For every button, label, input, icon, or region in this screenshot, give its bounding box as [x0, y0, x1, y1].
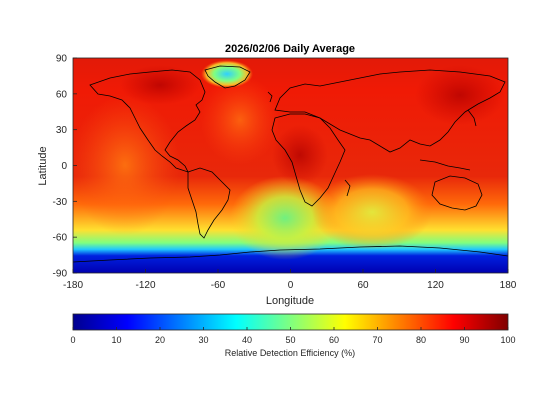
coast-indonesia — [419, 159, 471, 171]
colorbar-tick-label: 80 — [416, 335, 426, 345]
heatmap-field — [73, 58, 508, 273]
x-tick-label: 120 — [427, 280, 444, 291]
region-south-atlantic — [230, 176, 340, 260]
colorbar-label: Relative Detection Efficiency (%) — [225, 348, 355, 358]
coast-south-america — [187, 167, 231, 239]
coast-greenland — [204, 65, 251, 89]
y-tick-label: -90 — [53, 269, 68, 280]
coast-antarctica — [73, 245, 508, 263]
region-hotspot-africa — [272, 125, 328, 185]
x-axis-label: Longitude — [266, 295, 314, 307]
x-tick-label: 180 — [500, 280, 517, 291]
y-tick-label: -30 — [53, 197, 68, 208]
coast-japan — [467, 109, 477, 127]
region-hotspot-canada — [120, 65, 200, 105]
colorbar-tick-label: 70 — [372, 335, 382, 345]
colorbar-tick-label: 20 — [155, 335, 165, 345]
x-tick-label: -60 — [211, 280, 226, 291]
region-eastern-pacific — [73, 95, 180, 235]
coast-britain — [267, 91, 273, 103]
coast-europe-asia — [274, 69, 506, 153]
colorbar-tick-label: 40 — [242, 335, 252, 345]
x-tick-label: 0 — [288, 280, 294, 291]
x-axis: -180 -120 -60 0 60 120 180 — [63, 269, 517, 291]
region-north-atlantic — [200, 75, 280, 165]
coast-australia — [431, 175, 483, 211]
coast-africa — [271, 113, 346, 207]
y-tick-label: 60 — [56, 89, 68, 100]
y-axis: 90 60 30 0 -30 -60 -90 — [53, 54, 77, 280]
colorbar-tick-label: 0 — [70, 335, 75, 345]
coast-madagascar — [344, 179, 351, 197]
coastlines — [73, 65, 508, 263]
chart-title: 2026/02/06 Daily Average — [225, 43, 355, 55]
coast-north-america — [89, 69, 206, 173]
colorbar-tick-label: 50 — [285, 335, 295, 345]
x-tick-label: -120 — [135, 280, 155, 291]
x-tick-label: 60 — [357, 280, 369, 291]
colorbar-tick-label: 10 — [111, 335, 121, 345]
region-south-indian — [312, 174, 432, 250]
y-tick-label: 0 — [61, 161, 67, 172]
colorbar-tick-label: 90 — [459, 335, 469, 345]
region-hotspot-asia — [415, 65, 505, 125]
colorbar-ticks: 0 10 20 30 40 50 60 70 80 90 100 — [70, 327, 516, 345]
y-tick-label: 30 — [56, 125, 68, 136]
x-tick-label: -180 — [63, 280, 83, 291]
region-greenland — [201, 60, 253, 88]
colorbar-tick-label: 100 — [500, 335, 515, 345]
colorbar-tick-label: 30 — [198, 335, 208, 345]
colorbar-tick-label: 60 — [329, 335, 339, 345]
y-tick-label: -60 — [53, 233, 68, 244]
y-tick-label: 90 — [56, 54, 68, 65]
y-axis-label: Latitude — [37, 146, 49, 185]
